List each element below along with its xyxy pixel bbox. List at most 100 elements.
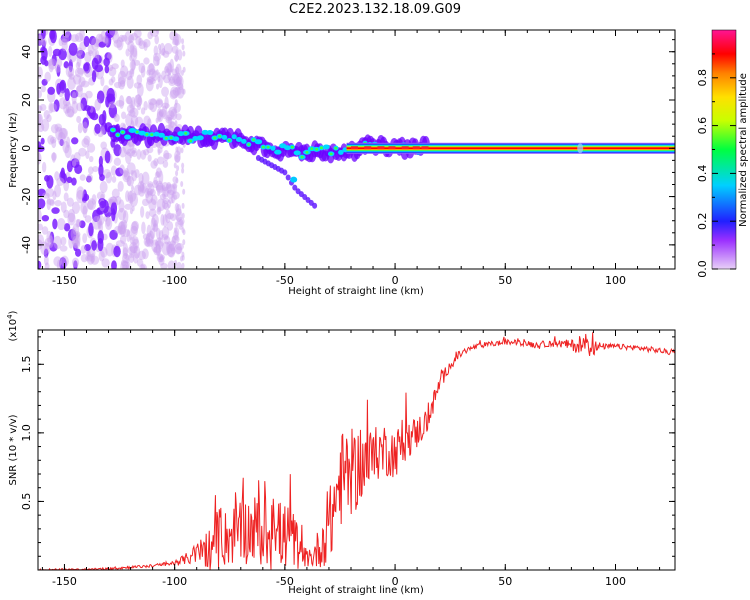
snr-x-tick-label: 50 bbox=[498, 575, 512, 588]
heat-noise-blob bbox=[87, 44, 94, 55]
heat-noise-blob bbox=[162, 50, 170, 58]
heat-noise-blob bbox=[161, 102, 170, 109]
band-core bbox=[266, 145, 270, 149]
heat-noise-blob bbox=[172, 38, 179, 46]
heat-noise-blob bbox=[82, 121, 88, 134]
heat-streak-blob bbox=[156, 30, 160, 34]
heat-noise-blob bbox=[46, 114, 52, 123]
heat-noise-blob bbox=[57, 131, 66, 146]
heat-noise-blob bbox=[117, 207, 127, 221]
heat-noise-blob bbox=[38, 260, 42, 269]
heat-noise-blob bbox=[56, 217, 66, 231]
band-blob bbox=[128, 127, 137, 133]
heat-noise-blob bbox=[44, 262, 50, 269]
heat-noise-blob bbox=[103, 215, 108, 222]
heat-noise-blob bbox=[165, 183, 173, 194]
heat-noise-blob bbox=[72, 235, 79, 249]
heat-streak-blob bbox=[129, 108, 133, 115]
band-core bbox=[116, 133, 120, 137]
band-core bbox=[310, 147, 314, 151]
heat-noise-blob bbox=[115, 240, 125, 247]
heat-noise-blob bbox=[171, 182, 178, 189]
heat-noise-blob bbox=[82, 233, 88, 244]
heat-noise-blob bbox=[98, 250, 105, 262]
heat-noise-blob bbox=[98, 33, 104, 44]
heat-noise-blob bbox=[162, 74, 171, 84]
heat-noise-blob bbox=[142, 233, 149, 240]
heat-noise-blob bbox=[102, 35, 109, 44]
heat-noise-blob bbox=[115, 167, 124, 177]
heat-noise-blob bbox=[119, 224, 127, 237]
heat-noise-blob bbox=[105, 30, 114, 39]
band-blob bbox=[274, 149, 282, 155]
heat-streak-blob bbox=[173, 162, 177, 169]
heat-noise-blob bbox=[169, 31, 176, 41]
heat-noise-blob bbox=[144, 238, 154, 248]
heat-noise-blob bbox=[76, 218, 82, 228]
heat-noise-blob bbox=[135, 36, 142, 46]
snr-x-axis-label: Height of straight line (km) bbox=[288, 585, 424, 596]
heat-noise-blob bbox=[78, 147, 87, 157]
heat-noise-blob bbox=[169, 58, 174, 73]
heat-streak-blob bbox=[182, 229, 186, 236]
heat-noise-blob bbox=[114, 225, 123, 234]
heat-noise-blob bbox=[60, 33, 70, 43]
chart-title: C2E2.2023.132.18.09.G09 bbox=[288, 2, 462, 17]
heat-noise-blob bbox=[54, 200, 62, 207]
heat-noise-blob bbox=[111, 63, 119, 70]
heat-noise-blob bbox=[136, 74, 143, 85]
heat-noise-blob bbox=[163, 149, 170, 162]
heat-noise-blob bbox=[133, 82, 142, 89]
heat-noise-blob bbox=[109, 229, 118, 240]
heat-streak-blob bbox=[175, 170, 179, 177]
heat-noise-blob bbox=[61, 41, 68, 52]
heat-streak-blob bbox=[175, 51, 179, 58]
heat-noise-blob bbox=[91, 57, 99, 70]
colorbar-tick-label: 0.8 bbox=[696, 69, 709, 87]
heat-streak-blob bbox=[156, 170, 160, 177]
heat-streak-blob bbox=[131, 205, 135, 212]
snr-x-tick-label: -50 bbox=[276, 575, 294, 588]
heat-noise-blob bbox=[49, 103, 57, 113]
heat-noise-blob bbox=[122, 252, 130, 264]
band-core bbox=[145, 133, 149, 136]
heat-noise-blob bbox=[111, 175, 117, 183]
heat-noise-blob bbox=[77, 122, 83, 134]
colorbar-label: Normalized spectral amplitude bbox=[738, 73, 749, 227]
heat-noise-blob bbox=[89, 35, 97, 46]
heat-noise-blob bbox=[83, 63, 90, 72]
heat-noise-blob bbox=[147, 154, 152, 162]
heat-x-tick-label: -100 bbox=[162, 274, 187, 287]
heat-noise-blob bbox=[150, 194, 158, 206]
heat-noise-blob bbox=[40, 137, 45, 145]
heat-noise-blob bbox=[163, 202, 170, 211]
heat-noise-blob bbox=[170, 247, 176, 255]
heat-noise-blob bbox=[167, 116, 173, 127]
heat-streak-blob bbox=[180, 255, 184, 262]
heat-streak-blob bbox=[157, 148, 161, 155]
heat-streak-blob bbox=[173, 194, 177, 201]
heat-noise-blob bbox=[124, 203, 133, 210]
heat-noise-blob bbox=[166, 212, 175, 220]
heat-noise-blob bbox=[71, 137, 79, 145]
heat-streak-blob bbox=[180, 69, 184, 76]
band-red-dash bbox=[377, 146, 385, 150]
heat-noise-blob bbox=[38, 223, 43, 231]
band-blob bbox=[235, 136, 243, 142]
heat-noise-blob bbox=[146, 69, 151, 76]
heat-noise-blob bbox=[56, 259, 61, 269]
heat-streak-blob bbox=[130, 169, 134, 176]
band-blob bbox=[201, 129, 209, 135]
heat-streak-blob bbox=[180, 84, 184, 91]
heat-noise-blob bbox=[126, 95, 132, 105]
heat-noise-blob bbox=[64, 144, 72, 159]
heat-noise-blob bbox=[85, 255, 94, 262]
heat-noise-blob bbox=[60, 255, 69, 268]
heat-noise-blob bbox=[148, 68, 157, 80]
heat-noise-blob bbox=[121, 111, 127, 120]
band-core bbox=[227, 139, 231, 142]
heat-streak-blob bbox=[175, 234, 179, 241]
heat-noise-blob bbox=[41, 214, 50, 222]
heat-noise-blob bbox=[90, 253, 96, 263]
heat-noise-blob bbox=[58, 37, 64, 47]
